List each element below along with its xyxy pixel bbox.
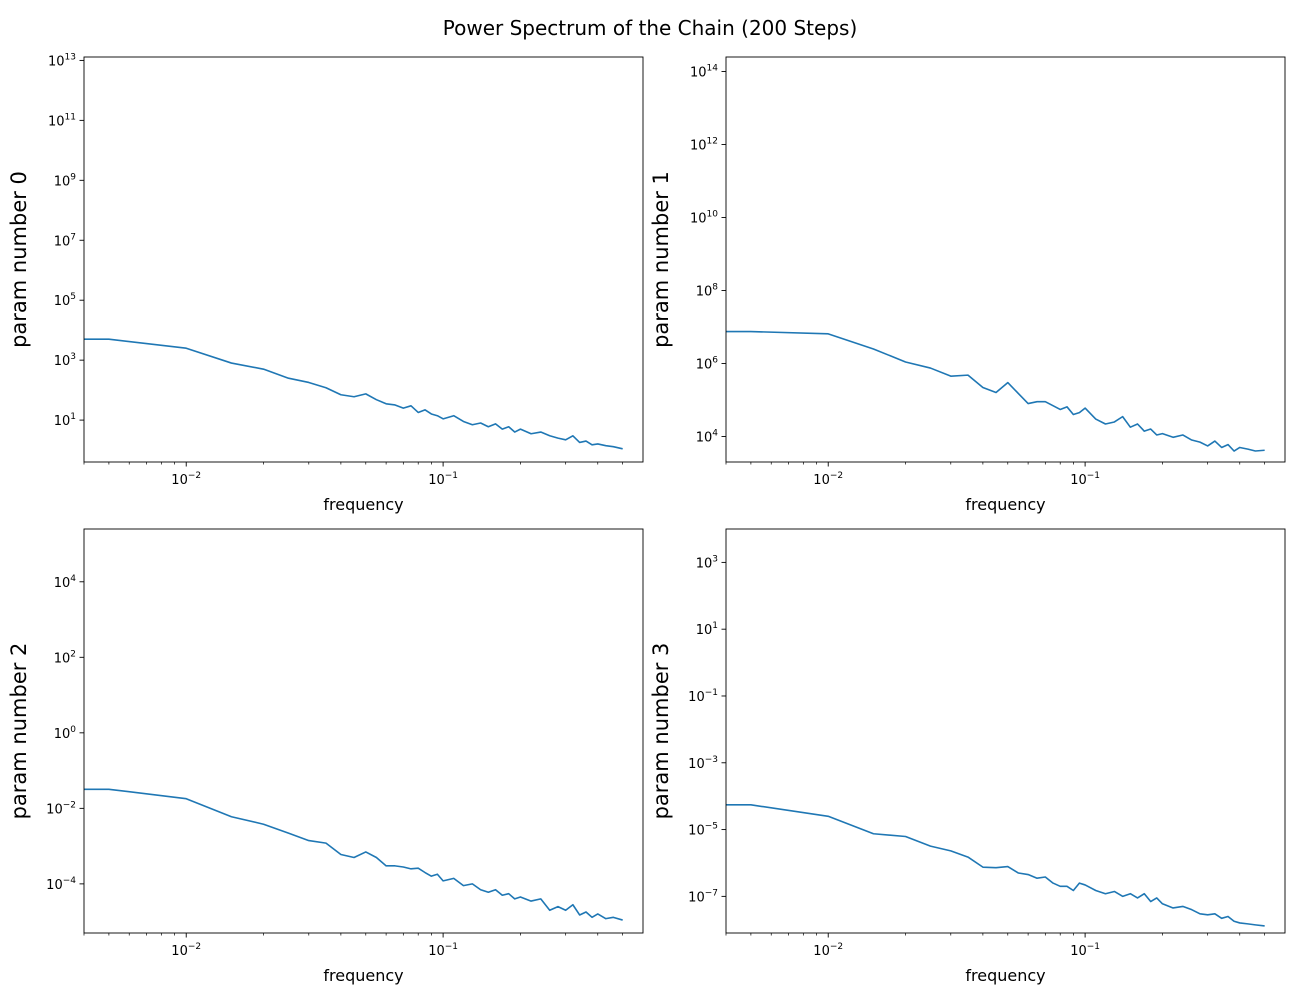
y-tick-label: 1011 xyxy=(48,112,76,129)
y-axis-label: param number 0 xyxy=(7,171,31,348)
series-line xyxy=(726,804,1265,927)
y-tick-label: 1013 xyxy=(48,52,76,69)
series-line xyxy=(726,330,1265,452)
y-tick-label: 102 xyxy=(54,649,76,666)
y-tick-label: 10−3 xyxy=(688,755,718,772)
y-tick-label: 10−1 xyxy=(688,688,718,705)
axes-frame xyxy=(725,56,1286,463)
y-tick-label: 103 xyxy=(696,554,718,571)
x-axis-label: frequency xyxy=(965,495,1045,514)
y-tick-label: 1012 xyxy=(690,137,718,154)
x-axis-label: frequency xyxy=(323,495,403,514)
x-tick-label: 10−2 xyxy=(171,471,201,488)
axes-frame xyxy=(83,528,644,934)
x-tick-label: 10−1 xyxy=(1070,471,1100,488)
subplot-param-0: 10−2 10−1 101 103 105 107 109 1011 1013 frequency… xyxy=(7,52,644,514)
subplot-param-2: 10−2 10−1 10−4 10−2 100 102 104 frequency param … xyxy=(7,528,644,985)
y-tick-label: 103 xyxy=(54,352,76,369)
y-axis-label: param number 1 xyxy=(649,171,673,348)
series-line xyxy=(84,788,623,921)
subplot-param-1: 10−2 10−1 104 106 108 1010 1012 1014 frequency pa… xyxy=(649,56,1286,514)
y-axis-label: param number 3 xyxy=(649,643,673,820)
y-tick-label: 10−7 xyxy=(688,888,718,905)
y-axis-label: param number 2 xyxy=(7,643,31,820)
series-line xyxy=(84,338,623,450)
y-tick-label: 109 xyxy=(54,172,77,189)
y-tick-label: 104 xyxy=(696,428,719,445)
y-tick-label: 1010 xyxy=(690,210,718,227)
x-tick-label: 10−1 xyxy=(1070,942,1100,959)
y-tick-label: 106 xyxy=(696,355,719,372)
x-tick-label: 10−2 xyxy=(171,942,201,959)
y-tick-label: 10−5 xyxy=(688,822,718,839)
y-tick-label: 1014 xyxy=(690,64,718,81)
x-axis-label: frequency xyxy=(323,966,403,985)
y-tick-label: 108 xyxy=(696,283,719,300)
y-tick-label: 10−2 xyxy=(46,800,76,817)
axes-frame xyxy=(83,56,644,463)
x-tick-label: 10−1 xyxy=(428,942,458,959)
y-tick-label: 105 xyxy=(54,292,76,309)
x-tick-label: 10−2 xyxy=(813,942,843,959)
x-axis-label: frequency xyxy=(965,966,1045,985)
axes-frame xyxy=(725,528,1286,934)
y-tick-label: 101 xyxy=(696,621,718,638)
y-tick-label: 100 xyxy=(54,725,77,742)
y-tick-label: 107 xyxy=(54,232,76,249)
x-tick-label: 10−2 xyxy=(813,471,843,488)
figure-title: Power Spectrum of the Chain (200 Steps) xyxy=(442,16,858,40)
x-tick-label: 10−1 xyxy=(428,471,458,488)
subplot-param-3: 10−2 10−1 10−7 10−5 10−3 10−1 101 103 frequency p… xyxy=(649,528,1286,985)
y-tick-label: 104 xyxy=(54,574,77,591)
y-tick-label: 101 xyxy=(54,412,76,429)
y-tick-label: 10−4 xyxy=(46,876,76,893)
